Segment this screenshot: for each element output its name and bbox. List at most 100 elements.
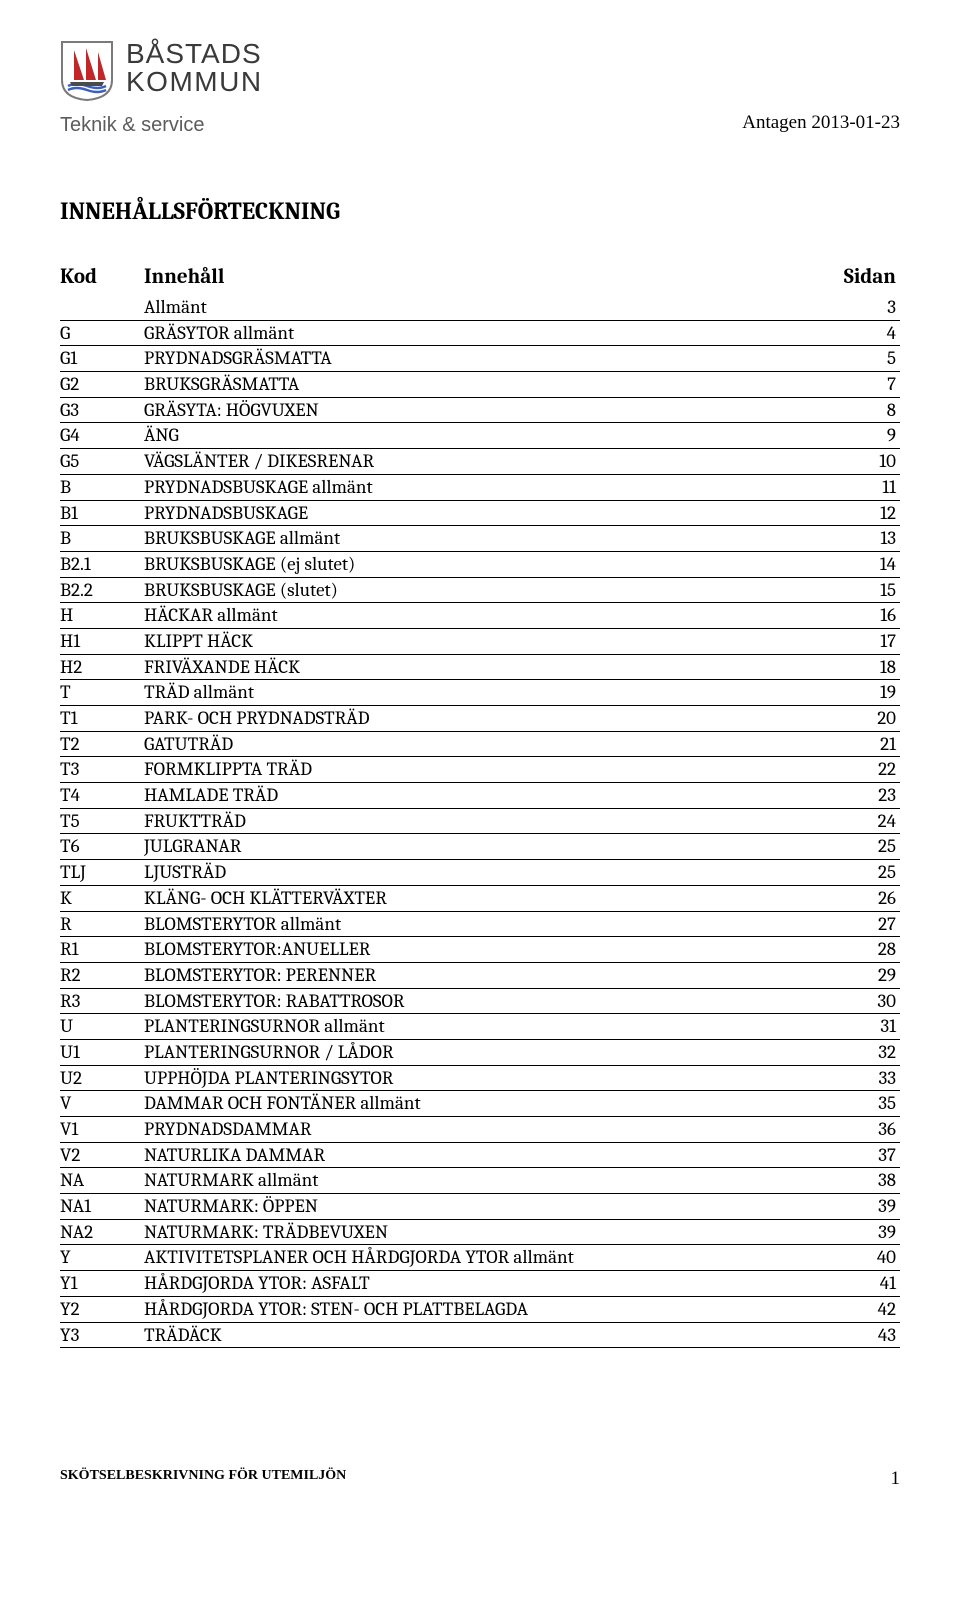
toc-code: B	[60, 474, 144, 500]
toc-page: 25	[833, 860, 900, 886]
toc-content: UPPHÖJDA PLANTERINGSYTOR	[144, 1065, 833, 1091]
toc-content: TRÄD allmänt	[144, 680, 833, 706]
toc-content: BRUKSBUSKAGE allmänt	[144, 526, 833, 552]
toc-code: Y2	[60, 1296, 144, 1322]
table-row: BPRYDNADSBUSKAGE allmänt11	[60, 474, 900, 500]
toc-content: DAMMAR OCH FONTÄNER allmänt	[144, 1091, 833, 1117]
toc-code: V2	[60, 1142, 144, 1168]
toc-code: Y3	[60, 1322, 144, 1348]
toc-page: 37	[833, 1142, 900, 1168]
table-row: NA1NATURMARK: ÖPPEN39	[60, 1194, 900, 1220]
toc-content: TRÄDÄCK	[144, 1322, 833, 1348]
toc-page: 41	[833, 1271, 900, 1297]
toc-code: U	[60, 1014, 144, 1040]
table-row: G5VÄGSLÄNTER / DIKESRENAR10	[60, 449, 900, 475]
toc-code: T4	[60, 783, 144, 809]
toc-code: B1	[60, 500, 144, 526]
col-header-sidan: Sidan	[833, 265, 900, 295]
table-row: R3BLOMSTERYTOR: RABATTROSOR30	[60, 988, 900, 1014]
toc-code: H2	[60, 654, 144, 680]
toc-page: 28	[833, 937, 900, 963]
toc-code: T	[60, 680, 144, 706]
table-row: U2UPPHÖJDA PLANTERINGSYTOR33	[60, 1065, 900, 1091]
toc-page: 42	[833, 1296, 900, 1322]
toc-content: PRYDNADSDAMMAR	[144, 1117, 833, 1143]
toc-content: BRUKSGRÄSMATTA	[144, 372, 833, 398]
table-row: Y1HÅRDGJORDA YTOR: ASFALT41	[60, 1271, 900, 1297]
toc-page: 9	[833, 423, 900, 449]
toc-page: 25	[833, 834, 900, 860]
toc-code	[60, 295, 144, 320]
table-row: H1KLIPPT HÄCK17	[60, 628, 900, 654]
toc-code: R	[60, 911, 144, 937]
toc-code: K	[60, 885, 144, 911]
col-header-kod: Kod	[60, 265, 144, 295]
toc-page: 12	[833, 500, 900, 526]
toc-content: HÄCKAR allmänt	[144, 603, 833, 629]
toc-table: Kod Innehåll Sidan Allmänt3GGRÄSYTOR all…	[60, 265, 900, 1348]
toc-page: 8	[833, 397, 900, 423]
toc-code: T6	[60, 834, 144, 860]
toc-page: 26	[833, 885, 900, 911]
toc-page: 14	[833, 551, 900, 577]
toc-code: R1	[60, 937, 144, 963]
table-row: B1PRYDNADSBUSKAGE12	[60, 500, 900, 526]
toc-code: H	[60, 603, 144, 629]
toc-content: GRÄSYTA: HÖGVUXEN	[144, 397, 833, 423]
toc-content: BLOMSTERYTOR:ANUELLER	[144, 937, 833, 963]
toc-code: B2.2	[60, 577, 144, 603]
toc-page: 39	[833, 1219, 900, 1245]
logo-text: BÅSTADS KOMMUN	[126, 40, 263, 96]
table-row: RBLOMSTERYTOR allmänt27	[60, 911, 900, 937]
toc-page: 15	[833, 577, 900, 603]
toc-content: VÄGSLÄNTER / DIKESRENAR	[144, 449, 833, 475]
subhead: Teknik & service	[60, 114, 263, 137]
toc-code: R2	[60, 962, 144, 988]
toc-content: FORMKLIPPTA TRÄD	[144, 757, 833, 783]
toc-code: U1	[60, 1039, 144, 1065]
toc-page: 23	[833, 783, 900, 809]
toc-content: NATURMARK: TRÄDBEVUXEN	[144, 1219, 833, 1245]
table-row: H2FRIVÄXANDE HÄCK18	[60, 654, 900, 680]
toc-page: 16	[833, 603, 900, 629]
toc-content: KLIPPT HÄCK	[144, 628, 833, 654]
toc-content: BLOMSTERYTOR: RABATTROSOR	[144, 988, 833, 1014]
table-row: HHÄCKAR allmänt16	[60, 603, 900, 629]
toc-code: TLJ	[60, 860, 144, 886]
footer-left: SKÖTSELBESKRIVNING FÖR UTEMILJÖN	[60, 1468, 346, 1490]
toc-code: T5	[60, 808, 144, 834]
toc-page: 24	[833, 808, 900, 834]
toc-code: NA1	[60, 1194, 144, 1220]
table-row: B2.2BRUKSBUSKAGE (slutet)15	[60, 577, 900, 603]
toc-content: FRUKTTRÄD	[144, 808, 833, 834]
toc-content: NATURMARK: ÖPPEN	[144, 1194, 833, 1220]
table-row: G1PRYDNADSGRÄSMATTA5	[60, 346, 900, 372]
header: BÅSTADS KOMMUN Teknik & service Antagen …	[60, 40, 900, 137]
toc-content: BRUKSBUSKAGE (ej slutet)	[144, 551, 833, 577]
toc-code: R3	[60, 988, 144, 1014]
toc-code: T3	[60, 757, 144, 783]
footer: SKÖTSELBESKRIVNING FÖR UTEMILJÖN 1	[60, 1468, 900, 1490]
table-row: T1PARK- OCH PRYDNADSTRÄD20	[60, 706, 900, 732]
toc-page: 31	[833, 1014, 900, 1040]
toc-code: NA2	[60, 1219, 144, 1245]
toc-code: G	[60, 320, 144, 346]
toc-page: 22	[833, 757, 900, 783]
toc-page: 3	[833, 295, 900, 320]
toc-content: HÅRDGJORDA YTOR: ASFALT	[144, 1271, 833, 1297]
toc-page: 13	[833, 526, 900, 552]
toc-code: H1	[60, 628, 144, 654]
table-row: VDAMMAR OCH FONTÄNER allmänt35	[60, 1091, 900, 1117]
table-row: NANATURMARK allmänt38	[60, 1168, 900, 1194]
toc-page: 19	[833, 680, 900, 706]
table-row: T6JULGRANAR25	[60, 834, 900, 860]
table-row: R1BLOMSTERYTOR:ANUELLER28	[60, 937, 900, 963]
toc-code: T1	[60, 706, 144, 732]
toc-content: ÄNG	[144, 423, 833, 449]
toc-page: 39	[833, 1194, 900, 1220]
toc-content: NATURMARK allmänt	[144, 1168, 833, 1194]
toc-code: V	[60, 1091, 144, 1117]
toc-page: 27	[833, 911, 900, 937]
toc-page: 35	[833, 1091, 900, 1117]
toc-content: LJUSTRÄD	[144, 860, 833, 886]
